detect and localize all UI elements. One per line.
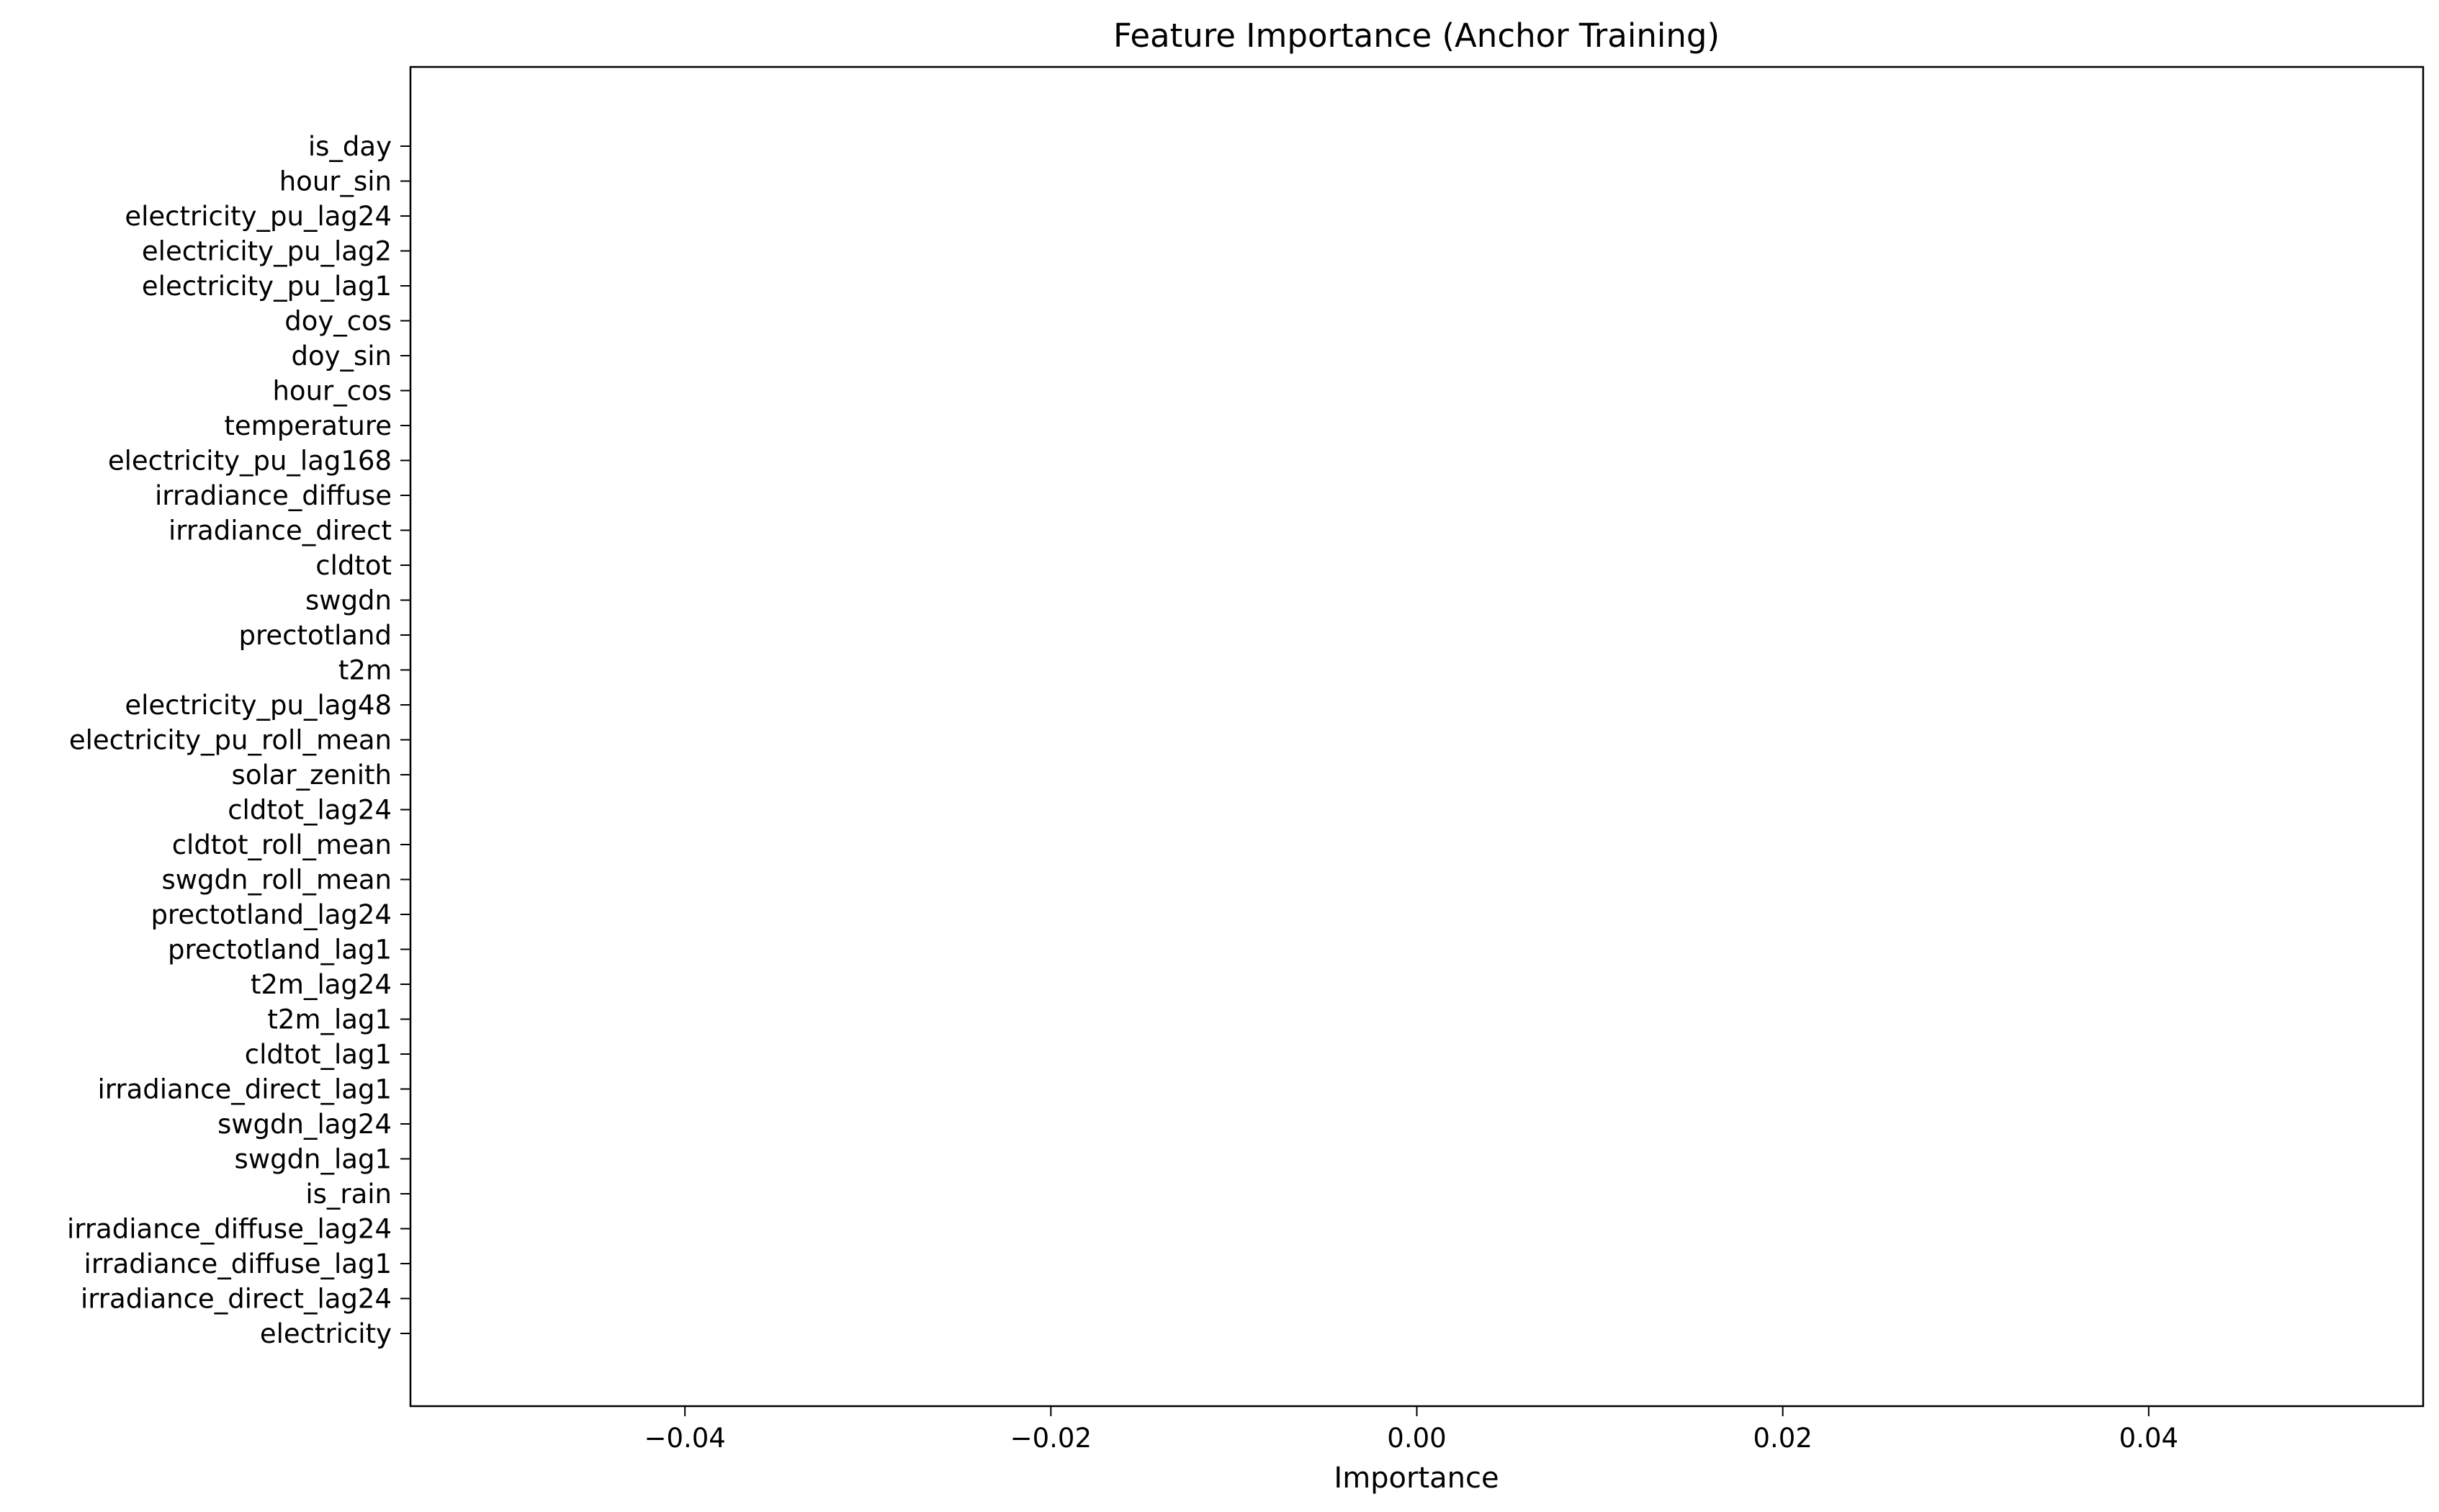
y-tick-label: cldtot_roll_mean	[172, 829, 392, 860]
y-tick-label: solar_zenith	[232, 760, 392, 791]
y-tick-label: electricity	[260, 1318, 392, 1349]
y-tick-label: irradiance_direct_lag1	[98, 1074, 392, 1105]
y-tick-label: doy_sin	[291, 341, 392, 372]
y-tick-label: t2m_lag1	[267, 1004, 392, 1035]
y-tick-label: t2m	[338, 655, 392, 686]
y-tick-label: swgdn_lag24	[217, 1109, 392, 1140]
x-axis-label: Importance	[1334, 1462, 1499, 1495]
y-tick-label: swgdn	[305, 585, 392, 616]
chart-title: Feature Importance (Anchor Training)	[1113, 17, 1720, 55]
x-tick-label: −0.02	[1010, 1423, 1092, 1454]
y-tick-label: prectotland_lag24	[151, 899, 392, 930]
y-tick-label: irradiance_diffuse	[155, 480, 392, 511]
x-tick-label: 0.02	[1753, 1423, 1812, 1454]
y-tick-label: irradiance_diffuse_lag1	[84, 1248, 392, 1279]
y-tick-label: electricity_pu_lag48	[125, 690, 392, 721]
y-tick-label: cldtot	[315, 550, 392, 581]
y-tick-label: is_rain	[305, 1179, 392, 1210]
y-tick-label: irradiance_direct_lag24	[81, 1284, 392, 1315]
y-tick-label: hour_cos	[272, 376, 392, 407]
y-tick-label: t2m_lag24	[251, 969, 392, 1000]
y-tick-label: electricity_pu_roll_mean	[69, 725, 392, 756]
x-tick-label: 0.00	[1387, 1423, 1446, 1454]
y-axis-ticks: is_day hour_sin electricity_pu_lag24electr…	[67, 131, 410, 1349]
x-tick-label: 0.04	[2119, 1423, 2178, 1454]
y-tick-label: is_day	[308, 131, 392, 162]
y-tick-label: prectotland	[238, 620, 392, 651]
y-tick-label: temperature	[224, 410, 392, 441]
y-tick-label: electricity_pu_lag1	[142, 271, 392, 302]
y-tick-label: electricity_pu_lag2	[142, 236, 392, 267]
y-tick-label: prectotland_lag1	[168, 935, 392, 966]
y-tick-label: irradiance_direct	[169, 516, 392, 546]
x-axis-ticks: −0.04 −0.02 0.00 0.02 0.04	[644, 1406, 2178, 1454]
y-tick-label: hour_sin	[279, 166, 392, 197]
y-tick-label: electricity_pu_lag168	[108, 446, 392, 477]
y-tick-label: cldtot_lag24	[228, 795, 392, 826]
y-tick-label: electricity_pu_lag24	[125, 201, 392, 232]
y-tick-label: doy_cos	[284, 306, 392, 337]
y-tick-label: irradiance_diffuse_lag24	[67, 1214, 392, 1245]
plot-area-frame	[409, 66, 2425, 1408]
y-tick-label: swgdn_roll_mean	[162, 865, 392, 896]
x-tick-label: −0.04	[644, 1423, 725, 1454]
y-tick-label: swgdn_lag1	[235, 1144, 392, 1175]
y-tick-label: cldtot_lag1	[245, 1039, 392, 1070]
